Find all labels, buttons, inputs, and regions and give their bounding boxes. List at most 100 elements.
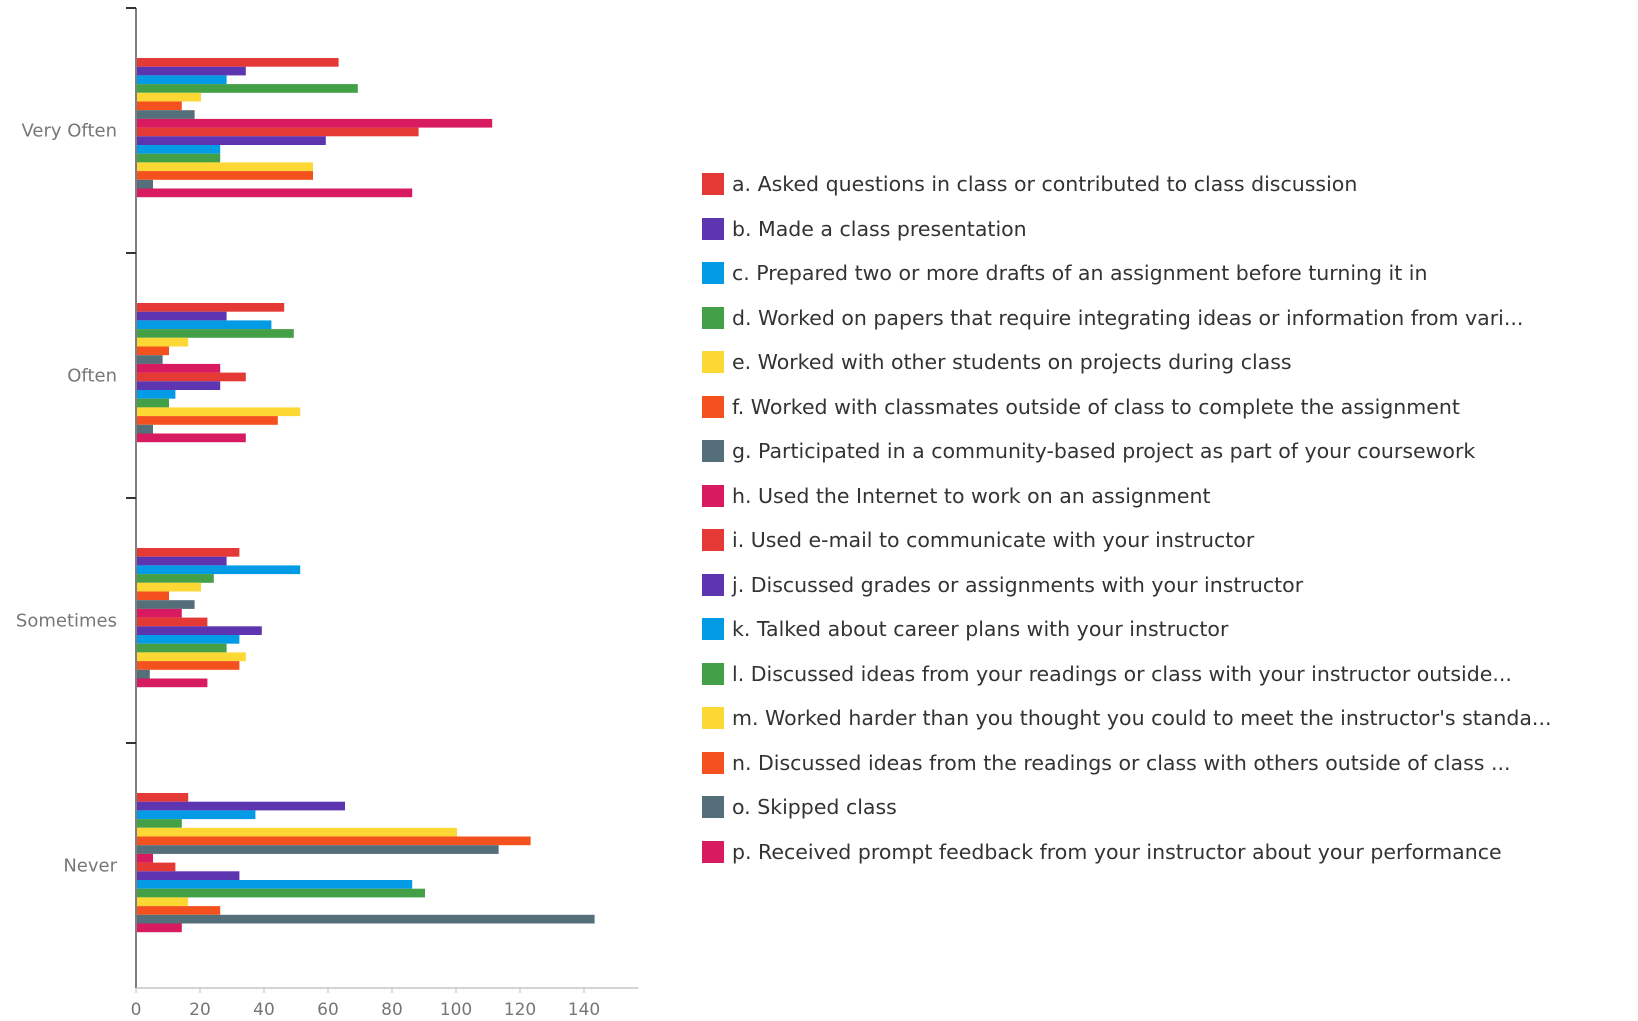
bar (137, 914, 595, 924)
bar (137, 127, 419, 137)
bar (137, 923, 182, 933)
legend-swatch (702, 529, 724, 552)
bar (137, 793, 189, 802)
bar (137, 853, 153, 863)
legend-item[interactable]: f. Worked with classmates outside of cla… (702, 385, 1551, 430)
legend-label: h. Used the Internet to work on an assig… (732, 483, 1211, 508)
bar (137, 75, 227, 85)
legend-label: g. Participated in a community-based pro… (732, 439, 1476, 464)
legend-swatch (702, 440, 724, 463)
bar (137, 84, 358, 93)
bar (137, 862, 176, 872)
legend-item[interactable]: p. Received prompt feedback from your in… (702, 830, 1551, 875)
legend-item[interactable]: l. Discussed ideas from your readings or… (702, 652, 1551, 697)
bar (137, 162, 313, 172)
legend-item[interactable]: i. Used e-mail to communicate with your … (702, 518, 1551, 563)
bar (137, 565, 301, 575)
bar (137, 643, 227, 653)
bar (137, 407, 301, 417)
legend-label: n. Discussed ideas from the readings or … (732, 750, 1511, 775)
legend-swatch (702, 796, 724, 819)
legend-swatch (702, 484, 724, 507)
legend-item[interactable]: n. Discussed ideas from the readings or … (702, 741, 1551, 786)
legend-item[interactable]: h. Used the Internet to work on an assig… (702, 474, 1551, 519)
legend-item[interactable]: a. Asked questions in class or contribut… (702, 162, 1551, 207)
bar (137, 179, 153, 189)
legend-swatch (702, 662, 724, 685)
legend-label: a. Asked questions in class or contribut… (732, 172, 1358, 197)
bar (137, 556, 227, 566)
legend-swatch (702, 573, 724, 596)
legend-item[interactable]: k. Talked about career plans with your i… (702, 607, 1551, 652)
x-tick-label: 0 (131, 1000, 142, 1020)
bar (137, 845, 499, 854)
bar (137, 661, 240, 670)
legend-item[interactable]: d. Worked on papers that require integra… (702, 296, 1551, 341)
legend-label: d. Worked on papers that require integra… (732, 305, 1524, 330)
x-tick-label: 20 (189, 1000, 211, 1020)
legend-swatch (702, 707, 724, 730)
bar (137, 617, 208, 627)
bar (137, 888, 425, 898)
legend-label: o. Skipped class (732, 795, 897, 820)
bar (137, 329, 294, 338)
bar (137, 801, 345, 811)
bar (137, 424, 153, 434)
legend-item[interactable]: m. Worked harder than you thought you co… (702, 696, 1551, 741)
bar (137, 433, 246, 443)
bar (137, 897, 189, 907)
bar (137, 303, 285, 312)
bar (137, 582, 201, 592)
bar (137, 836, 531, 846)
bar (137, 110, 195, 119)
legend-item[interactable]: g. Participated in a community-based pro… (702, 429, 1551, 474)
legend-item[interactable]: j. Discussed grades or assignments with … (702, 563, 1551, 608)
bar (137, 337, 189, 347)
legend-item[interactable]: e. Worked with other students on project… (702, 340, 1551, 385)
bar (137, 398, 169, 408)
x-tick-label: 60 (317, 1000, 339, 1020)
bar (137, 171, 313, 180)
bar (137, 390, 176, 399)
legend-item[interactable]: b. Made a class presentation (702, 207, 1551, 252)
legend: a. Asked questions in class or contribut… (702, 162, 1551, 874)
bar (137, 92, 201, 102)
bar (137, 136, 326, 145)
category-label: Very Often (22, 121, 118, 142)
x-tick-label: 140 (568, 1000, 600, 1020)
category-label: Often (67, 366, 117, 387)
legend-item[interactable]: o. Skipped class (702, 785, 1551, 830)
bar (137, 416, 278, 425)
bar (137, 600, 195, 609)
x-tick-label: 40 (253, 1000, 275, 1020)
bar (137, 355, 163, 364)
legend-swatch (702, 751, 724, 774)
legend-label: i. Used e-mail to communicate with your … (732, 528, 1255, 553)
x-tick-label: 80 (381, 1000, 403, 1020)
legend-label: m. Worked harder than you thought you co… (732, 706, 1552, 731)
bar (137, 311, 227, 321)
bar (137, 880, 413, 889)
bar (137, 153, 221, 163)
legend-swatch (702, 840, 724, 863)
category-label: Never (63, 856, 117, 877)
legend-swatch (702, 173, 724, 196)
legend-label: k. Talked about career plans with your i… (732, 617, 1229, 642)
legend-label: j. Discussed grades or assignments with … (732, 572, 1304, 597)
legend-label: c. Prepared two or more drafts of an ass… (732, 261, 1428, 286)
legend-swatch (702, 306, 724, 329)
bar (137, 906, 221, 915)
legend-label: b. Made a class presentation (732, 216, 1027, 241)
bar (137, 652, 246, 662)
legend-swatch (702, 351, 724, 374)
legend-label: e. Worked with other students on project… (732, 350, 1292, 375)
legend-item[interactable]: c. Prepared two or more drafts of an ass… (702, 251, 1551, 296)
x-tick-label: 120 (504, 1000, 536, 1020)
legend-label: l. Discussed ideas from your readings or… (732, 661, 1512, 686)
bar (137, 363, 221, 373)
bar (137, 810, 256, 820)
bar (137, 871, 240, 880)
legend-swatch (702, 618, 724, 641)
bar (137, 118, 493, 128)
